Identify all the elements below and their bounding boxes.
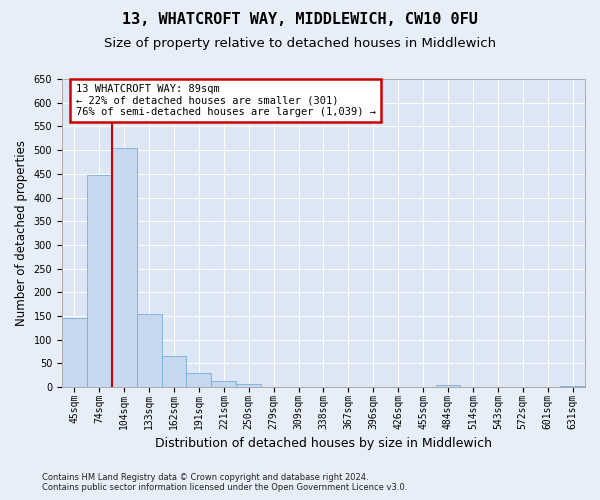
Y-axis label: Number of detached properties: Number of detached properties (15, 140, 28, 326)
Bar (62, 318, 87, 387)
Text: 13, WHATCROFT WAY, MIDDLEWICH, CW10 0FU: 13, WHATCROFT WAY, MIDDLEWICH, CW10 0FU (122, 12, 478, 28)
Bar (137, 314, 161, 387)
Bar (236, 384, 261, 387)
Bar (87, 175, 112, 387)
Bar (187, 373, 211, 387)
Text: Contains HM Land Registry data © Crown copyright and database right 2024.: Contains HM Land Registry data © Crown c… (42, 472, 368, 482)
Bar (211, 381, 236, 387)
X-axis label: Distribution of detached houses by size in Middlewich: Distribution of detached houses by size … (155, 437, 492, 450)
Text: Contains public sector information licensed under the Open Government Licence v3: Contains public sector information licen… (42, 484, 407, 492)
Bar (560, 386, 585, 387)
Bar (112, 148, 137, 387)
Text: Size of property relative to detached houses in Middlewich: Size of property relative to detached ho… (104, 38, 496, 51)
Bar (436, 385, 460, 387)
Text: 13 WHATCROFT WAY: 89sqm
← 22% of detached houses are smaller (301)
76% of semi-d: 13 WHATCROFT WAY: 89sqm ← 22% of detache… (76, 84, 376, 117)
Bar (161, 356, 187, 387)
